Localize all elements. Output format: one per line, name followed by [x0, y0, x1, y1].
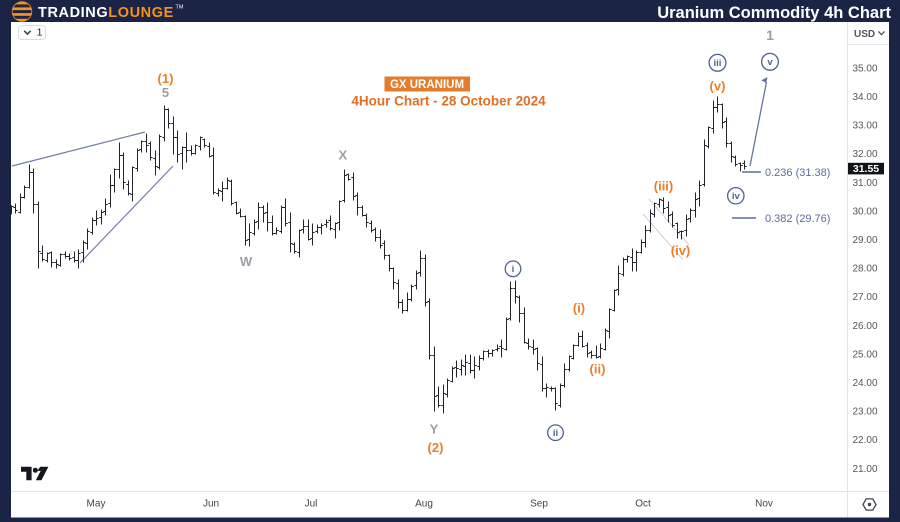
svg-text:25.00: 25.00: [853, 349, 878, 360]
svg-text:Nov: Nov: [755, 499, 773, 510]
svg-text:Y: Y: [430, 422, 439, 437]
svg-text:1: 1: [37, 27, 43, 39]
svg-text:iii: iii: [714, 58, 722, 69]
svg-text:(iv): (iv): [671, 243, 691, 258]
svg-text:v: v: [767, 57, 773, 68]
svg-text:Oct: Oct: [635, 499, 651, 510]
svg-text:TM: TM: [176, 5, 184, 11]
svg-text:28.00: 28.00: [853, 264, 878, 275]
svg-text:34.00: 34.00: [853, 92, 878, 103]
svg-text:(2): (2): [428, 440, 444, 455]
svg-text:(ii): (ii): [590, 362, 606, 377]
svg-text:5: 5: [162, 85, 169, 100]
svg-text:22.00: 22.00: [853, 435, 878, 446]
svg-text:(v): (v): [710, 79, 726, 94]
svg-text:33.00: 33.00: [853, 121, 878, 132]
svg-text:i: i: [512, 264, 515, 275]
svg-text:May: May: [87, 499, 106, 510]
svg-text:23.00: 23.00: [853, 407, 878, 418]
svg-text:(1): (1): [158, 71, 174, 86]
svg-text:4Hour Chart - 28 October 2024: 4Hour Chart - 28 October 2024: [351, 94, 546, 109]
svg-text:ii: ii: [553, 428, 558, 439]
svg-text:TRADINGLOUNGE: TRADINGLOUNGE: [38, 5, 174, 21]
svg-text:Jun: Jun: [203, 499, 219, 510]
svg-text:Aug: Aug: [415, 499, 433, 510]
svg-text:29.00: 29.00: [853, 235, 878, 246]
svg-text:(iii): (iii): [654, 179, 674, 194]
svg-text:26.00: 26.00: [853, 321, 878, 332]
svg-text:0.382 (29.76): 0.382 (29.76): [765, 213, 830, 225]
svg-text:X: X: [338, 148, 347, 163]
svg-text:USD: USD: [854, 29, 875, 40]
svg-text:1: 1: [766, 27, 774, 43]
svg-text:24.00: 24.00: [853, 378, 878, 389]
svg-text:GX URANIUM: GX URANIUM: [390, 79, 464, 91]
svg-text:32.00: 32.00: [853, 149, 878, 160]
svg-text:0.236 (31.38): 0.236 (31.38): [765, 167, 830, 179]
svg-text:Sep: Sep: [530, 499, 548, 510]
svg-text:Uranium Commodity 4h Chart: Uranium Commodity 4h Chart: [657, 4, 891, 22]
svg-text:31.55: 31.55: [853, 163, 879, 175]
svg-text:W: W: [240, 254, 253, 269]
svg-text:Jul: Jul: [305, 499, 318, 510]
svg-text:iv: iv: [732, 191, 741, 202]
svg-text:(i): (i): [573, 301, 585, 316]
svg-text:27.00: 27.00: [853, 292, 878, 303]
svg-text:30.00: 30.00: [853, 206, 878, 217]
svg-text:21.00: 21.00: [853, 464, 878, 475]
svg-text:35.00: 35.00: [853, 63, 878, 74]
svg-text:31.00: 31.00: [853, 178, 878, 189]
